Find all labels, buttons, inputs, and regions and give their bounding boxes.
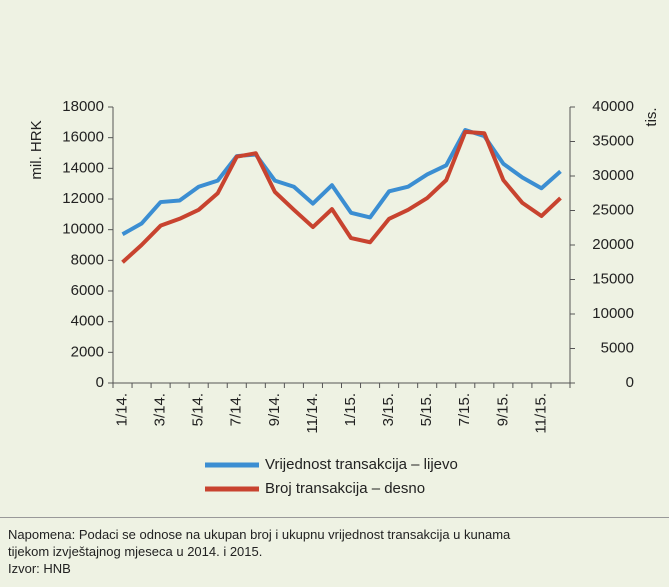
y2-axis-label: tis. [643,107,660,126]
x-tick-label: 1/15. [342,393,359,426]
y-tick-label: 14000 [62,159,104,176]
x-tick-label: 1/14. [113,393,130,426]
y-axis-label: mil. HRK [28,120,45,179]
note-line: Napomena: Podaci se odnose na ukupan bro… [8,527,511,542]
series-line [121,129,562,264]
x-tick-label: 7/15. [456,393,473,426]
y-tick-label: 4000 [71,313,104,330]
legend-label: Broj transakcija – desno [265,480,425,497]
y-tick-label: 16000 [62,129,104,146]
y2-tick-label: 0 [626,374,634,391]
y2-tick-label: 30000 [592,167,634,184]
x-tick-label: 5/14. [190,393,207,426]
y2-tick-label: 40000 [592,98,634,115]
y2-tick-label: 5000 [601,339,634,356]
y-tick-label: 10000 [62,221,104,238]
x-tick-label: 3/15. [380,393,397,426]
y-tick-label: 6000 [71,282,104,299]
source: Izvor: HNB [8,561,71,576]
y-tick-label: 12000 [62,190,104,207]
separator [0,517,669,518]
y-tick-label: 0 [96,374,104,391]
series-line [121,128,562,237]
x-tick-label: 7/14. [228,393,245,426]
x-tick-label: 9/15. [494,393,511,426]
x-tick-label: 11/14. [304,393,321,434]
chart: mil. HRK tis. 0 2000 4000 6000 8000 10000 1200… [28,98,660,497]
y-tick-label: 8000 [71,251,104,268]
y2-tick-label: 15000 [592,270,634,287]
x-tick-label: 3/14. [152,393,169,426]
note-line: tijekom izvještajnog mjeseca u 2014. i 2… [8,544,263,559]
y2-tick-label: 35000 [592,132,634,149]
y2-tick-label: 10000 [592,305,634,322]
y-tick-label: 2000 [71,343,104,360]
y-tick-label: 18000 [62,98,104,115]
legend-label: Vrijednost transakcija – lijevo [265,456,458,473]
x-tick-label: 5/15. [418,393,435,426]
x-tick-label: 9/14. [266,393,283,426]
y2-tick-label: 25000 [592,201,634,218]
y2-tick-label: 20000 [592,236,634,253]
x-tick-label: 11/15. [532,393,549,434]
